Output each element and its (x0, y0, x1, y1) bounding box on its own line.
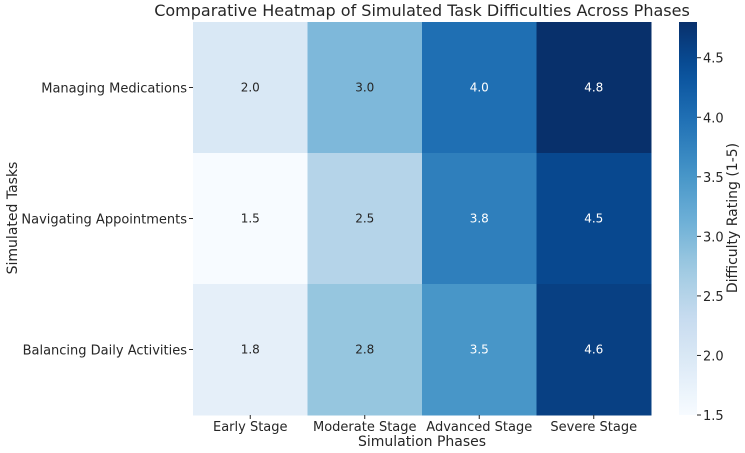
y-axis-label: Simulated Tasks (5, 162, 21, 275)
colorbar-tick-label: 4.5 (703, 52, 724, 67)
x-tick-label: Early Stage (213, 420, 288, 435)
colorbar-ticks: 1.5 2.0 2.5 3.0 3.5 4.0 4.5 (697, 52, 724, 424)
x-tick-label: Moderate Stage (313, 420, 417, 435)
colorbar (679, 22, 697, 415)
heatmap-cell (422, 22, 537, 154)
colorbar-tick-label: 3.0 (703, 230, 724, 245)
heatmap-cell (536, 153, 652, 285)
chart-title: Comparative Heatmap of Simulated Task Di… (154, 1, 690, 20)
y-tick-labels: Managing Medications Navigating Appointme… (21, 82, 193, 359)
heatmap-cell (422, 284, 537, 416)
cell-value-label: 4.5 (584, 212, 603, 226)
heatmap-cell (307, 22, 423, 154)
x-tick-label: Advanced Stage (426, 420, 532, 435)
colorbar-tick-label: 2.0 (703, 349, 724, 364)
colorbar-tick-label: 4.0 (703, 111, 724, 126)
colorbar-tick-label: 3.5 (703, 171, 724, 186)
heatmap-cell (193, 153, 308, 285)
colorbar-tick-label: 1.5 (703, 409, 724, 424)
cell-value-label: 1.8 (241, 343, 260, 357)
colorbar-label: Difficulty Rating (1-5) (725, 143, 741, 293)
colorbar-tick-label: 2.5 (703, 290, 724, 305)
cell-value-label: 4.6 (584, 343, 603, 357)
cell-value-label: 1.5 (241, 212, 260, 226)
heatmap-cell (307, 284, 423, 416)
heatmap-cell (307, 153, 423, 285)
x-axis-label: Simulation Phases (358, 434, 486, 450)
heatmap-cells: 2.0 3.0 4.0 4.8 1.5 2.5 3.8 4.5 1.8 2.8 3.5 4.6 (193, 22, 652, 416)
cell-value-label: 3.0 (355, 81, 374, 95)
cell-value-label: 4.0 (470, 81, 489, 95)
cell-value-label: 3.5 (470, 343, 489, 357)
y-tick-label: Managing Medications (41, 82, 187, 97)
heatmap-cell (193, 284, 308, 416)
cell-value-label: 2.0 (241, 81, 260, 95)
y-tick-label: Balancing Daily Activities (23, 344, 188, 359)
cell-value-label: 2.5 (355, 212, 374, 226)
y-tick-label: Navigating Appointments (21, 213, 187, 228)
heatmap-cell (536, 284, 652, 416)
x-tick-label: Severe Stage (550, 420, 637, 435)
cell-value-label: 3.8 (470, 212, 489, 226)
cell-value-label: 2.8 (355, 343, 374, 357)
heatmap-cell (536, 22, 652, 154)
x-tick-labels: Early Stage Moderate Stage Advanced Stage S… (213, 415, 637, 435)
cell-value-label: 4.8 (584, 81, 603, 95)
heatmap-cell (422, 153, 537, 285)
heatmap-cell (193, 22, 308, 154)
